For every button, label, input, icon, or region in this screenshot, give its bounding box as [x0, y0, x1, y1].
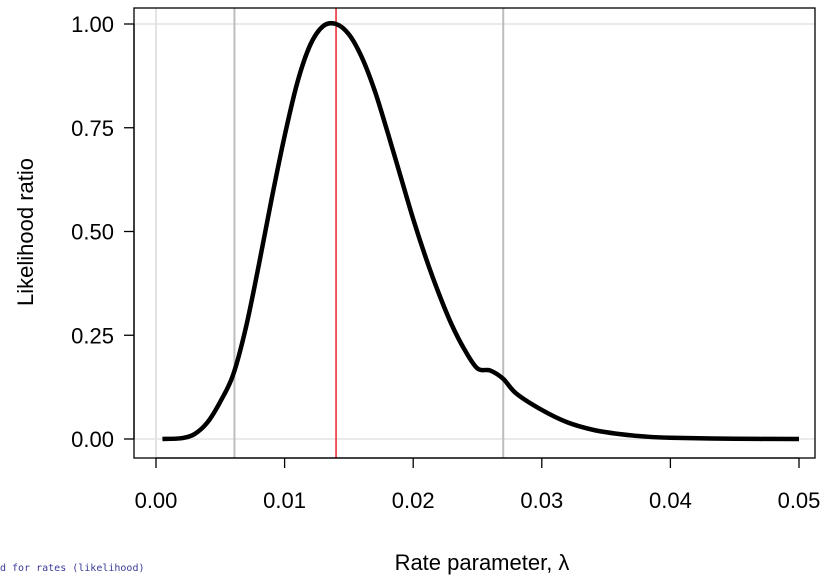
plot-frame [133, 7, 816, 459]
x-axis-title: Rate parameter, λ [395, 550, 570, 575]
y-tick-label: 0.00 [71, 427, 114, 452]
x-tick-label: 0.04 [649, 488, 692, 513]
code-footnote: d for rates (likelihood) [0, 563, 145, 574]
x-tick-label: 0.05 [778, 488, 821, 513]
x-tick-label: 0.03 [520, 488, 563, 513]
y-tick-label: 0.25 [71, 323, 114, 348]
y-axis: 0.00 0.25 0.50 0.75 1.00 [71, 12, 135, 452]
y-axis-title: Likelihood ratio [13, 158, 38, 306]
y-tick-label: 1.00 [71, 12, 114, 37]
reference-lines [134, 8, 815, 458]
x-tick-label: 0.02 [392, 488, 435, 513]
x-axis: 0.00 0.01 0.02 0.03 0.04 0.05 [135, 457, 821, 513]
likelihood-curve [162, 20, 800, 442]
y-tick-label: 0.50 [71, 220, 114, 245]
y-tick-label: 0.75 [71, 116, 114, 141]
x-tick-label: 0.00 [135, 488, 178, 513]
x-tick-label: 0.01 [263, 488, 306, 513]
